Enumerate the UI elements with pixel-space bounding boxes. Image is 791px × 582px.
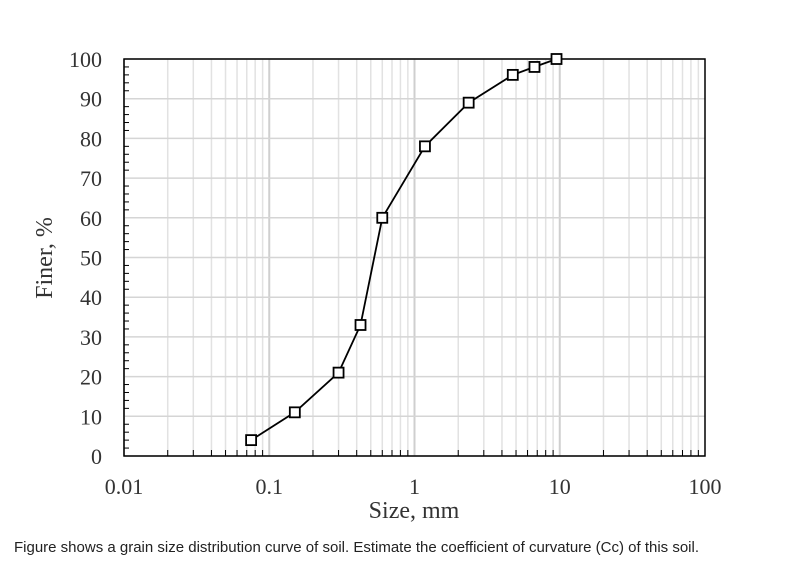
data-point bbox=[528, 61, 541, 73]
data-point bbox=[550, 53, 563, 65]
chart-grid bbox=[123, 58, 705, 457]
x-axis-tick-labels: 0.01 0.1 1 10 100 bbox=[105, 474, 722, 499]
grain-size-curve bbox=[250, 58, 557, 441]
data-point bbox=[332, 366, 345, 379]
y-tick-label: 10 bbox=[80, 404, 102, 429]
data-point bbox=[419, 140, 431, 153]
data-point bbox=[376, 211, 389, 224]
plot-area-frame bbox=[123, 58, 706, 457]
y-axis-title: Finer, % bbox=[32, 217, 58, 299]
figure-caption: Figure shows a grain size distribution c… bbox=[14, 539, 700, 556]
data-point bbox=[245, 434, 258, 447]
x-axis-title: Size, mm bbox=[369, 498, 460, 524]
x-tick-label: 0.01 bbox=[105, 474, 144, 499]
y-tick-label: 40 bbox=[80, 285, 102, 310]
y-axis-tick-labels: 0 10 20 30 40 50 60 70 80 90 100 bbox=[69, 47, 102, 469]
data-point bbox=[288, 406, 301, 419]
y-tick-label: 70 bbox=[80, 166, 102, 191]
y-tick-label: 30 bbox=[80, 325, 102, 350]
y-tick-label: 90 bbox=[80, 87, 102, 112]
y-tick-label: 100 bbox=[69, 47, 102, 72]
y-tick-label: 0 bbox=[91, 444, 102, 469]
y-tick-label: 60 bbox=[80, 206, 102, 231]
y-tick-label: 50 bbox=[80, 246, 102, 271]
y-tick-label: 80 bbox=[80, 126, 102, 151]
x-tick-label: 1 bbox=[409, 474, 420, 499]
y-tick-label: 20 bbox=[80, 365, 102, 390]
data-point-markers bbox=[245, 53, 563, 447]
grain-size-chart: 0 10 20 30 40 50 60 70 80 90 100 0.01 0.1 1 10 100 Fin… bbox=[32, 47, 722, 524]
data-point bbox=[506, 68, 519, 81]
data-point bbox=[462, 96, 475, 109]
x-tick-label: 10 bbox=[549, 474, 571, 499]
chart-tick-marks bbox=[124, 66, 699, 456]
data-point bbox=[354, 319, 367, 331]
x-tick-label: 0.1 bbox=[256, 474, 284, 499]
x-tick-label: 100 bbox=[689, 474, 722, 499]
